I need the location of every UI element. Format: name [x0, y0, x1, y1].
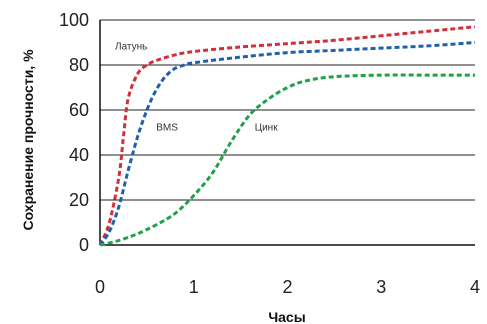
x-tick-label: 1: [189, 277, 199, 297]
y-tick-label: 0: [79, 235, 89, 255]
x-tick-label: 0: [95, 277, 105, 297]
x-tick-labels: 0 1 2 3 4: [95, 277, 480, 297]
axes: [99, 20, 475, 246]
y-tick-label: 80: [69, 55, 89, 75]
y-tick-label: 60: [69, 100, 89, 120]
x-tick-label: 4: [470, 277, 480, 297]
series-labels: Латунь BMS Цинк: [115, 41, 278, 133]
series-label: Латунь: [115, 41, 147, 52]
x-axis-title: Часы: [268, 309, 305, 324]
y-tick-label: 20: [69, 190, 89, 210]
y-tick-labels: 0 20 40 60 80 100: [59, 10, 89, 255]
series-label: Цинк: [255, 122, 279, 133]
series-line-2: [99, 73, 475, 247]
series-line-1: [98, 41, 476, 246]
y-tick-label: 100: [59, 10, 89, 30]
y-axis-title: Сохранение прочности, %: [20, 49, 36, 231]
x-tick-label: 2: [282, 277, 292, 297]
series-line-0: [98, 25, 476, 246]
series-lines: [98, 25, 476, 247]
series-label: BMS: [156, 122, 178, 133]
y-tick-label: 40: [69, 145, 89, 165]
grid-lines: [100, 19, 475, 201]
x-tick-label: 3: [376, 277, 386, 297]
